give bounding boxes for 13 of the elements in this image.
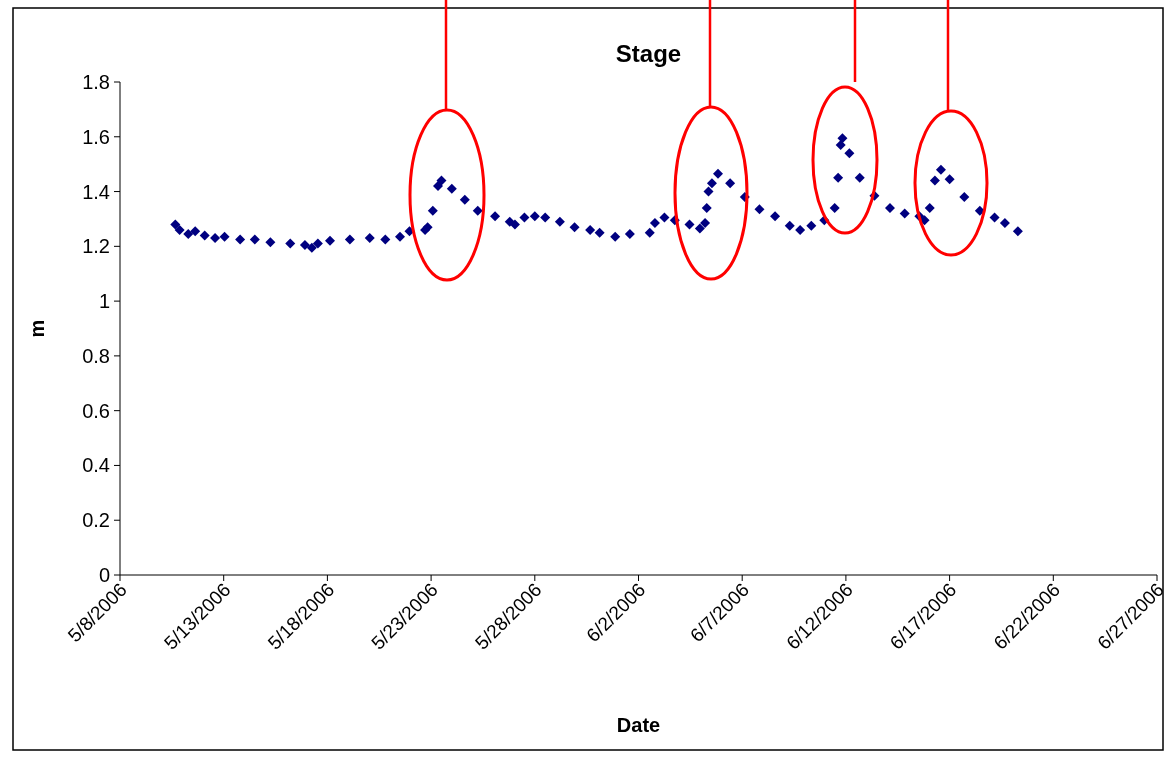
y-tick-label: 1.2	[82, 235, 110, 258]
y-tick-label: 0.8	[82, 344, 110, 367]
y-tick-label: 0.4	[82, 454, 110, 477]
y-tick-label: 0	[98, 564, 110, 586]
y-tick-label: 0.6	[82, 399, 110, 422]
chart-title: Stage	[615, 40, 682, 67]
y-tick-label: 1.8	[82, 71, 110, 93]
y-tick-label: 0.2	[82, 509, 110, 532]
y-tick-label: 1	[98, 290, 110, 313]
y-tick-label: 1.4	[82, 180, 110, 203]
y-axis-title: m	[26, 319, 48, 338]
x-axis-title: Date	[616, 714, 661, 736]
y-tick-label: 1.6	[82, 125, 110, 148]
